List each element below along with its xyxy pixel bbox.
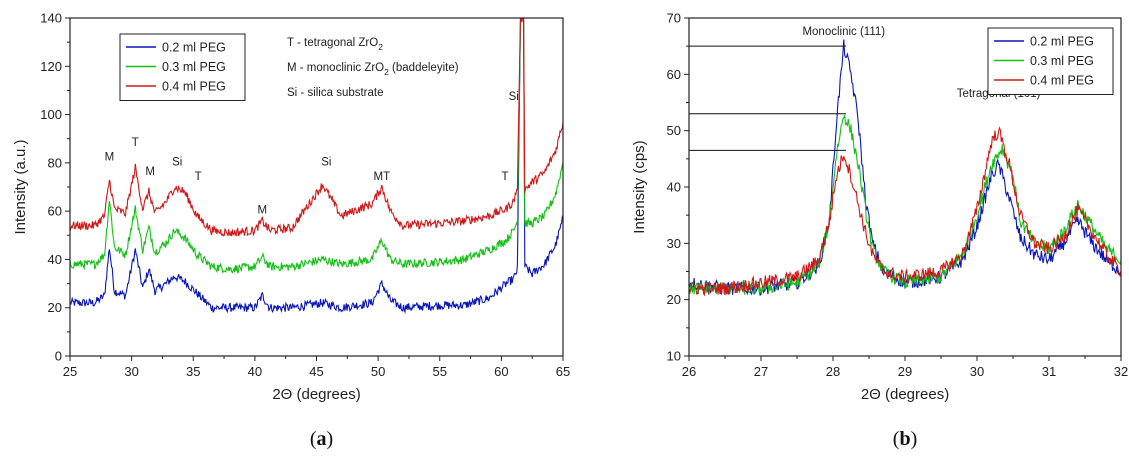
legend-label: 0.2 ml PEG [162,41,226,55]
phase-note-suffix: (baddeleyite) [389,62,459,74]
plot-frame [69,17,564,357]
legend-label: 0.3 ml PEG [162,60,226,74]
peak-annotation: Si [509,91,519,103]
y-tick-label: 40 [48,252,62,267]
series-line-1 [70,18,563,274]
phase-note-subscript: 2 [378,42,383,52]
plot-area [689,39,1121,297]
caption-paren-close: ) [911,428,918,450]
x-tick-label: 25 [63,364,77,379]
x-tick-label: 27 [754,364,768,379]
series-line-1 [689,114,1121,295]
x-tick-label: 45 [309,364,323,379]
peak-annotation: T [132,137,139,149]
x-tick-label: 60 [494,364,508,379]
peak-annotation: Monoclinic (111) [802,26,885,38]
y-axis-label: Intensity (a.u.) [12,139,29,234]
peak-annotation: M [145,166,155,178]
legend-label: 0.3 ml PEG [1030,54,1094,68]
phase-note-text: T - tetragonal ZrO [287,37,378,49]
peak-annotation: Si [172,156,182,168]
phase-note-text: M - monoclinic ZrO [287,62,384,74]
y-tick-label: 30 [667,236,681,251]
peak-annotation: MT [374,171,391,183]
y-tick-label: 20 [48,300,62,315]
series-line-2 [689,126,1121,297]
y-tick-label: 70 [667,11,681,26]
caption-paren-open: ( [893,428,900,450]
y-tick-label: 10 [667,349,681,364]
series-line-0 [689,39,1121,296]
x-tick-label: 30 [124,364,138,379]
peak-annotation: M [257,205,267,217]
x-tick-label: 50 [371,364,385,379]
x-tick-label: 55 [433,364,447,379]
x-axis-label: 2Θ (degrees) [272,386,360,403]
panel-caption: (b) [893,428,917,450]
series-line-2 [70,18,563,237]
legend: 0.2 ml PEG 0.3 ml PEG 0.4 ml PEG [987,27,1114,95]
x-tick-label: 26 [682,364,696,379]
legend: 0.2 ml PEG 0.3 ml PEG 0.4 ml PEG [119,33,246,101]
peak-annotation: T [502,171,509,183]
series-line-0 [70,18,563,314]
y-tick-label: 40 [667,180,681,195]
x-axis-label: 2Θ (degrees) [861,386,949,403]
y-tick-label: 50 [667,123,681,138]
phase-note: Si - silica substrate [287,87,384,99]
legend-label: 0.4 ml PEG [1030,74,1094,88]
legend-label: 0.2 ml PEG [1030,35,1094,49]
panel-caption: (a) [310,428,333,450]
peak-annotation: Si [321,156,331,168]
phase-note-subscript: 2 [384,67,389,77]
phase-note-text: Si - silica substrate [287,87,384,99]
y-tick-label: 0 [55,349,62,364]
y-tick-label: 60 [48,204,62,219]
y-tick-label: 120 [40,59,62,74]
y-axis-label: Intensity (cps) [631,140,648,233]
caption-paren-open: ( [310,428,317,450]
x-tick-label: 40 [248,364,262,379]
chart-a: 25 30 35 40 45 50 55 60 65020406080100120140MTMS… [12,11,570,451]
plot-frame [688,17,1122,357]
caption-paren-close: ) [327,428,334,450]
chart-b: 26 27 28 29 30 31 32 10 20 30 40 50 60 70 Monoclinic (… [631,11,1128,451]
peak-annotation: T [195,171,202,183]
x-tick-label: 31 [1042,364,1056,379]
legend-label: 0.4 ml PEG [162,80,226,94]
y-tick-label: 100 [40,107,62,122]
y-tick-label: 80 [48,155,62,170]
x-tick-label: 35 [186,364,200,379]
phase-note: M - monoclinic ZrO2 (baddeleyite) [287,62,459,77]
y-tick-label: 60 [667,67,681,82]
y-tick-label: 20 [667,292,681,307]
y-tick-label: 140 [40,11,62,26]
x-tick-label: 32 [1114,364,1128,379]
phase-note: T - tetragonal ZrO2 [287,37,383,52]
x-tick-label: 29 [898,364,912,379]
x-tick-label: 30 [970,364,984,379]
caption-letter: a [317,428,327,450]
peak-annotation: M [105,151,115,163]
caption-letter: b [899,428,910,450]
plot-area [70,18,563,314]
x-tick-label: 28 [826,364,840,379]
x-tick-label: 65 [556,364,570,379]
